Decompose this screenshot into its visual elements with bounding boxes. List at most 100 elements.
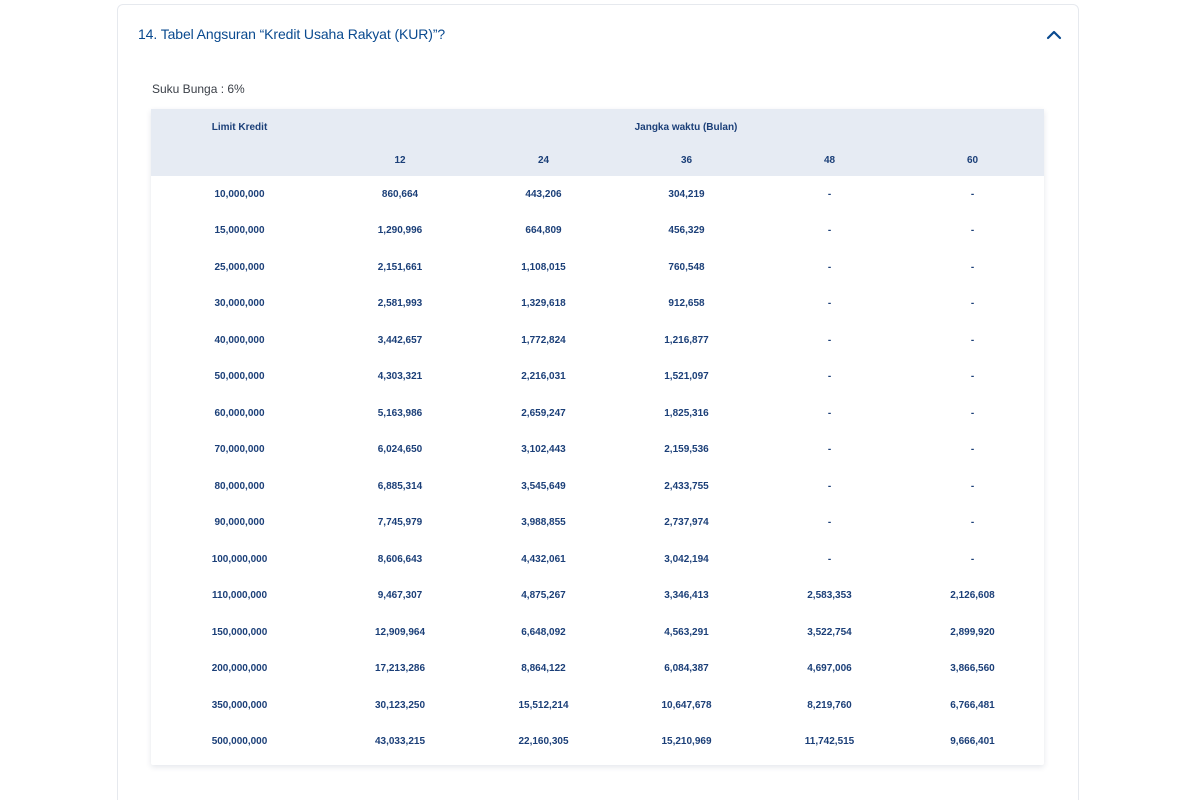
installment-cell: 12,909,964: [374, 626, 426, 638]
installment-cell: 456,329: [668, 225, 705, 237]
installment-cell: 2,126,608: [950, 590, 995, 602]
installment-cell: 10,647,678: [661, 699, 712, 711]
installment-cell: 9,666,401: [950, 736, 995, 748]
installment-cell: 4,875,267: [521, 590, 566, 602]
installment-cell: 1,108,015: [521, 261, 566, 273]
term-header: Jangka waktu (Bulan): [328, 109, 1044, 145]
limit-kredit-header: Limit Kredit: [151, 109, 328, 145]
limit-cell: 15,000,000: [214, 225, 265, 237]
term-48-header: 48: [758, 145, 901, 176]
limit-cell: 200,000,000: [211, 663, 268, 675]
installment-cell: 17,213,286: [374, 663, 426, 675]
limit-cell: 80,000,000: [214, 480, 265, 492]
limit-cell: 40,000,000: [214, 334, 265, 346]
limit-cell: 350,000,000: [211, 699, 268, 711]
installment-cell: 6,885,314: [377, 480, 423, 492]
installment-cell: -: [827, 188, 832, 200]
limit-cell: 70,000,000: [214, 444, 265, 456]
installment-cell: -: [827, 261, 832, 273]
faq-accordion-item: 14. Tabel Angsuran “Kredit Usaha Rakyat …: [117, 4, 1079, 800]
installment-cell: 860,664: [381, 188, 419, 200]
installment-cell: -: [970, 225, 975, 237]
table-row: 30,000,000 2,581,993 1,329,618 912,658 - -: [151, 286, 1044, 323]
table-header-row: Limit Kredit Jangka waktu (Bulan): [151, 109, 1044, 145]
installment-cell: 2,216,031: [521, 371, 566, 383]
table-row: 40,000,000 3,442,657 1,772,824 1,216,877 - -: [151, 322, 1044, 359]
installment-cell: 1,216,877: [664, 334, 709, 346]
installment-cell: 3,866,560: [950, 663, 995, 675]
installment-cell: 2,583,353: [807, 590, 852, 602]
installment-cell: 4,563,291: [664, 626, 709, 638]
installment-cell: 15,210,969: [661, 736, 712, 748]
term-36-header: 36: [615, 145, 758, 176]
installment-cell: 760,548: [668, 261, 705, 273]
installment-cell: 3,522,754: [807, 626, 852, 638]
limit-cell: 110,000,000: [211, 590, 268, 602]
installment-cell: 1,329,618: [521, 298, 566, 310]
limit-cell: 60,000,000: [214, 407, 265, 419]
installment-cell: 8,864,122: [521, 663, 566, 675]
table-row: 350,000,000 30,123,250 15,512,214 10,647,67…: [151, 687, 1044, 724]
table-row: 110,000,000 9,467,307 4,875,267 3,346,413 2,…: [151, 578, 1044, 615]
limit-cell: 50,000,000: [214, 371, 265, 383]
table-row: 70,000,000 6,024,650 3,102,443 2,159,536 - -: [151, 432, 1044, 469]
installment-cell: -: [827, 407, 832, 419]
installment-cell: -: [970, 298, 975, 310]
installment-cell: 2,581,993: [377, 298, 423, 310]
installment-cell: 11,742,515: [804, 736, 855, 748]
accordion-header[interactable]: 14. Tabel Angsuran “Kredit Usaha Rakyat …: [118, 5, 1078, 65]
installment-cell: -: [827, 298, 832, 310]
chevron-up-icon[interactable]: [1044, 25, 1064, 45]
installment-cell: -: [827, 444, 832, 456]
installment-cell: 912,658: [668, 298, 705, 310]
table-subheader-row: 12 24 36 48 60: [151, 145, 1044, 176]
installment-cell: 4,303,321: [377, 371, 423, 383]
installment-cell: 2,159,536: [664, 444, 709, 456]
installment-cell: 2,899,920: [950, 626, 995, 638]
table-row: 150,000,000 12,909,964 6,648,092 4,563,291 3…: [151, 614, 1044, 651]
installment-cell: 2,433,755: [664, 480, 709, 492]
installment-cell: 6,648,092: [521, 626, 566, 638]
installment-table: Limit Kredit Jangka waktu (Bulan) 12 24 …: [151, 109, 1044, 760]
installment-cell: 4,697,006: [807, 663, 852, 675]
installment-cell: -: [827, 225, 832, 237]
table-row: 200,000,000 17,213,286 8,864,122 6,084,387 4…: [151, 651, 1044, 688]
limit-cell: 100,000,000: [211, 553, 268, 565]
installment-cell: -: [970, 407, 975, 419]
installment-cell: 3,442,657: [377, 334, 423, 346]
installment-cell: -: [827, 480, 832, 492]
limit-cell: 90,000,000: [214, 517, 265, 529]
accordion-title[interactable]: 14. Tabel Angsuran “Kredit Usaha Rakyat …: [138, 26, 446, 42]
table-body: 10,000,000 860,664 443,206 304,219- -15,000,…: [151, 176, 1044, 760]
installment-cell: 2,659,247: [521, 407, 566, 419]
installment-cell: 1,290,996: [377, 225, 423, 237]
table-row: 90,000,000 7,745,979 3,988,855 2,737,974 - -: [151, 505, 1044, 542]
limit-cell: 30,000,000: [214, 298, 265, 310]
installment-cell: 2,151,661: [377, 261, 423, 273]
installment-cell: 6,766,481: [950, 699, 995, 711]
installment-cell: 3,042,194: [664, 553, 709, 565]
installment-cell: 8,219,760: [807, 699, 852, 711]
installment-cell: -: [970, 444, 975, 456]
installment-cell: 3,102,443: [521, 444, 566, 456]
installment-cell: -: [827, 371, 832, 383]
installment-cell: 4,432,061: [521, 553, 566, 565]
table-row: 50,000,000 4,303,321 2,216,031 1,521,097 - -: [151, 359, 1044, 396]
installment-cell: 15,512,214: [518, 699, 569, 711]
table-row: 80,000,000 6,885,314 3,545,649 2,433,755 - -: [151, 468, 1044, 505]
installment-cell: 5,163,986: [377, 407, 423, 419]
table-row: 10,000,000 860,664 443,206 304,219 - -: [151, 176, 1044, 213]
empty-header-cell: [151, 145, 328, 176]
installment-cell: 43,033,215: [374, 736, 426, 748]
installment-cell: 6,024,650: [377, 444, 423, 456]
installment-cell: 2,737,974: [664, 517, 709, 529]
installment-cell: 9,467,307: [377, 590, 423, 602]
installment-cell: 7,745,979: [377, 517, 423, 529]
installment-cell: 6,084,387: [664, 663, 709, 675]
installment-cell: -: [970, 480, 975, 492]
table-row: 100,000,000 8,606,643 4,432,061 3,042,194 - -: [151, 541, 1044, 578]
installment-cell: 304,219: [668, 188, 705, 200]
installment-cell: -: [827, 334, 832, 346]
installment-cell: -: [827, 553, 832, 565]
